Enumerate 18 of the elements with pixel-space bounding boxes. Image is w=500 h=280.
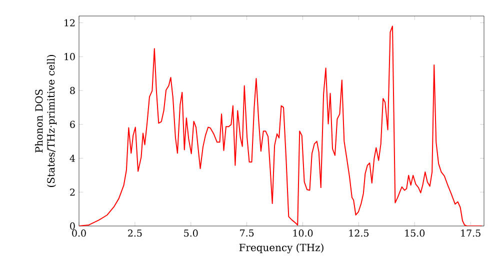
y-tick-label: 6 <box>70 120 75 128</box>
x-tick-label: 12.5 <box>349 230 369 237</box>
x-tick-label: 5.0 <box>184 230 198 237</box>
y-tick-label: 2 <box>70 188 75 196</box>
y-axis-title: Phonon DOS (States/THz·primitive cell) <box>34 55 57 187</box>
x-tick-label: 17.5 <box>461 230 480 237</box>
y-tick-label: 0 <box>70 222 75 230</box>
line-series <box>79 26 482 226</box>
x-tick-label: 15.0 <box>405 230 425 237</box>
y-tick-label: 4 <box>70 154 76 162</box>
x-tick-label: 0.0 <box>72 230 86 237</box>
x-tick-label: 7.5 <box>240 230 254 237</box>
x-axis-title: Frequency (THz) <box>239 244 324 254</box>
y-tick-label: 10 <box>64 53 75 60</box>
y-tick-label: 12 <box>64 19 75 26</box>
x-tick-label: 2.5 <box>128 230 142 237</box>
x-tick-label: 10.0 <box>293 230 313 237</box>
y-tick-label: 8 <box>70 86 75 94</box>
